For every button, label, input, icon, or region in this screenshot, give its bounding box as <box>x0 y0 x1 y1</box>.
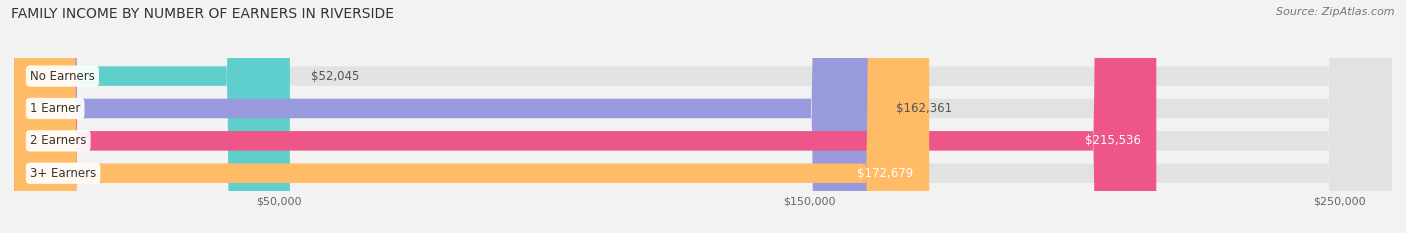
Text: Source: ZipAtlas.com: Source: ZipAtlas.com <box>1277 7 1395 17</box>
Text: $52,045: $52,045 <box>311 70 360 82</box>
Text: 1 Earner: 1 Earner <box>30 102 80 115</box>
Text: $162,361: $162,361 <box>896 102 952 115</box>
FancyBboxPatch shape <box>14 0 1392 233</box>
Text: FAMILY INCOME BY NUMBER OF EARNERS IN RIVERSIDE: FAMILY INCOME BY NUMBER OF EARNERS IN RI… <box>11 7 394 21</box>
FancyBboxPatch shape <box>14 0 1392 233</box>
Text: 3+ Earners: 3+ Earners <box>30 167 96 180</box>
FancyBboxPatch shape <box>14 0 1392 233</box>
Text: 2 Earners: 2 Earners <box>30 134 86 147</box>
FancyBboxPatch shape <box>14 0 1392 233</box>
FancyBboxPatch shape <box>14 0 929 233</box>
Text: No Earners: No Earners <box>30 70 94 82</box>
FancyBboxPatch shape <box>14 0 1156 233</box>
FancyBboxPatch shape <box>14 0 875 233</box>
FancyBboxPatch shape <box>14 0 290 233</box>
Text: $215,536: $215,536 <box>1084 134 1140 147</box>
Text: $172,679: $172,679 <box>858 167 914 180</box>
